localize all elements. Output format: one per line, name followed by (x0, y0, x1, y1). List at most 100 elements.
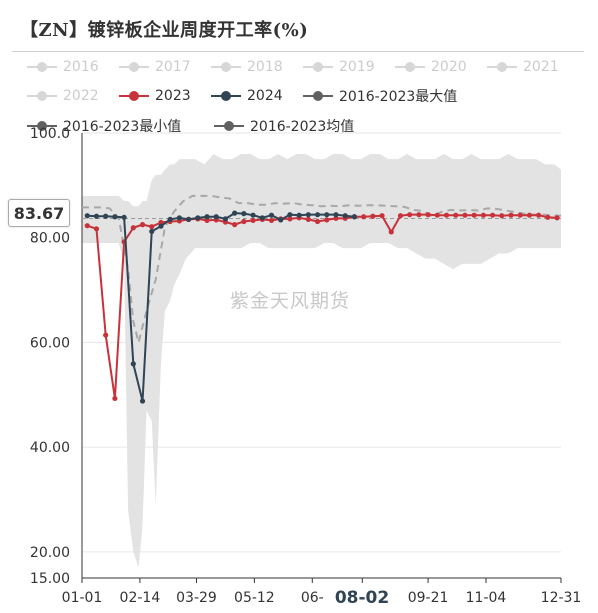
data-point-2023 (250, 217, 256, 224)
data-point-2024 (149, 228, 155, 235)
data-point-2023 (103, 332, 109, 338)
legend-item-2019[interactable]: 2019 (303, 57, 375, 77)
series-line-2016-2023- (82, 194, 562, 344)
data-point-2023 (305, 216, 311, 222)
data-point-2023 (453, 212, 459, 218)
chart-title: 【ZN】镀锌板企业周度开工率(%) (20, 20, 309, 41)
data-point-2024 (121, 214, 127, 220)
data-point-2023 (388, 229, 394, 235)
data-point-2024 (305, 212, 311, 218)
y-tick-label: 60.00 (30, 335, 70, 351)
legend-label: 2022 (63, 88, 99, 104)
x-axis-pointer-label: 08-02 (330, 584, 394, 612)
data-point-2024 (268, 212, 275, 218)
data-point-2023 (204, 217, 210, 224)
data-point-2023 (130, 225, 136, 231)
data-point-2024 (287, 212, 293, 218)
x-tick-label: 12-31 (541, 590, 582, 606)
data-point-2024 (250, 212, 256, 218)
data-point-2023 (314, 218, 321, 225)
data-point-2024 (195, 215, 201, 221)
data-point-2024 (351, 214, 357, 220)
legend-item-2018[interactable]: 2018 (211, 57, 283, 77)
data-point-2023 (471, 212, 477, 218)
data-point-2023 (93, 226, 100, 232)
x-tick-label: 03-29 (176, 590, 217, 606)
legend-label: 2023 (155, 88, 191, 104)
data-point-2023 (268, 217, 275, 224)
y-axis-pointer-label: 83.67 (8, 199, 70, 227)
title-divider (12, 51, 584, 52)
data-point-2023 (324, 217, 330, 223)
legend-item-max[interactable]: 2016-2023最大值 (303, 86, 457, 106)
legend-item-2022[interactable]: 2022 (27, 86, 99, 106)
data-point-2023 (499, 213, 505, 219)
x-tick-label: 05-12 (234, 590, 275, 606)
data-point-2024 (176, 215, 182, 221)
data-point-2024 (241, 211, 247, 217)
data-point-2024 (342, 213, 348, 219)
legend-item-2024[interactable]: 2024 (211, 86, 283, 106)
legend-item-2017[interactable]: 2017 (119, 57, 191, 77)
data-point-2023 (526, 212, 533, 218)
legend-item-2023[interactable]: 2023 (119, 86, 191, 106)
legend-label: 2017 (155, 59, 191, 75)
data-point-2024 (333, 212, 339, 218)
x-tick-label: 06- (301, 590, 324, 606)
data-point-2024 (139, 398, 146, 404)
data-point-2023 (370, 213, 376, 219)
legend-label: 2018 (247, 59, 283, 75)
data-point-2023 (407, 212, 413, 218)
data-point-2024 (314, 212, 321, 218)
data-point-2023 (416, 212, 422, 218)
legend-label: 2016-2023最小值 (63, 119, 182, 135)
y-tick-label: 100.0 (30, 126, 70, 142)
y-tick-label: 40.00 (30, 440, 70, 456)
data-point-2023 (536, 212, 542, 218)
min-max-band (82, 153, 561, 568)
data-point-2024 (204, 214, 210, 220)
legend-item-min[interactable]: 2016-2023最小值 (27, 116, 181, 136)
data-point-2023 (361, 214, 367, 220)
y-tick-label: 15.00 (30, 571, 70, 587)
legend-label: 2024 (247, 88, 283, 104)
y-tick-label: 80.00 (30, 231, 70, 247)
chart-legend: 2016 2017 2018 2019 2020 2021 2022 2023 … (0, 0, 598, 140)
data-point-2024 (296, 212, 302, 218)
data-point-2024 (213, 214, 219, 220)
data-point-2024 (158, 223, 164, 229)
legend-item-mean[interactable]: 2016-2023均值 (214, 116, 354, 136)
data-point-2024 (112, 214, 118, 220)
legend-item-2021[interactable]: 2021 (487, 57, 559, 77)
data-point-2023 (241, 218, 247, 225)
legend-label: 2019 (339, 59, 375, 75)
data-point-2023 (425, 212, 431, 218)
data-point-2023 (480, 212, 486, 218)
legend-item-2020[interactable]: 2020 (395, 57, 467, 77)
data-point-2023 (554, 215, 560, 221)
data-point-2024 (167, 216, 173, 222)
data-point-2024 (130, 361, 136, 367)
y-tick-label: 20.00 (30, 545, 70, 561)
data-point-2024 (84, 213, 90, 219)
legend-label: 2021 (523, 59, 559, 75)
watermark: 紫金天风期货 (230, 290, 351, 312)
data-point-2023 (333, 215, 339, 221)
legend-label: 2016 (63, 59, 99, 75)
data-point-2024 (103, 213, 109, 219)
data-point-2023 (397, 213, 404, 219)
data-point-2023 (379, 213, 385, 219)
data-point-2024 (232, 210, 238, 216)
data-point-2024 (259, 215, 265, 221)
data-point-2023 (462, 212, 468, 218)
data-point-2023 (443, 212, 450, 218)
x-tick-label: 02-14 (120, 590, 161, 606)
data-point-2023 (149, 224, 155, 230)
legend-label: 2016-2023均值 (250, 119, 355, 135)
data-point-2024 (222, 216, 229, 222)
data-point-2024 (93, 213, 100, 219)
legend-label: 2016-2023最大值 (339, 89, 458, 105)
legend-item-2016[interactable]: 2016 (27, 57, 99, 77)
data-point-2023 (139, 222, 146, 228)
